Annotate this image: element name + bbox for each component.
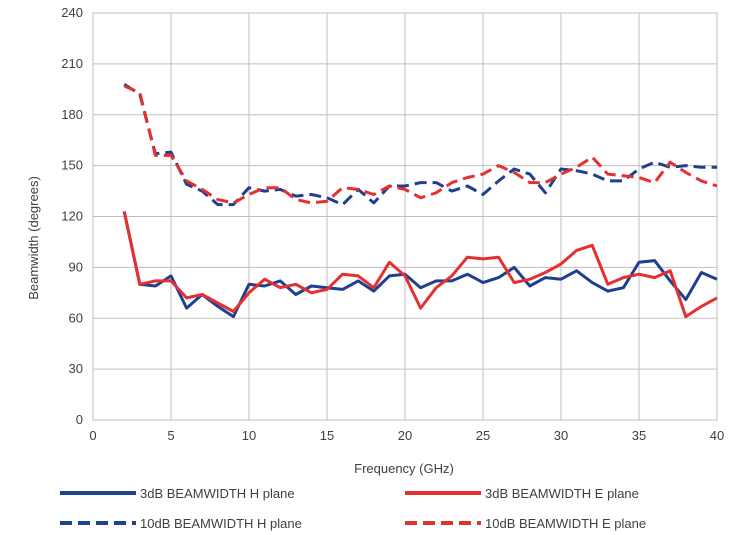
x-tick-label-4: 20 <box>398 428 412 443</box>
plot-frame <box>92 12 718 421</box>
x-tick-label-5: 25 <box>476 428 490 443</box>
y-axis-ticks: 0 30 60 90 120 150 180 210 240 <box>61 5 83 427</box>
grid-lines <box>92 12 718 421</box>
y-axis-title: Beamwidth (degrees) <box>26 176 41 300</box>
x-tick-label-3: 15 <box>320 428 334 443</box>
x-tick-label-0: 0 <box>89 428 96 443</box>
y-tick-label-4: 120 <box>61 209 83 224</box>
x-axis-ticks: 0 5 10 15 20 25 30 35 40 <box>89 428 724 443</box>
x-tick-label-6: 30 <box>554 428 568 443</box>
legend-label-0: 3dB BEAMWIDTH H plane <box>140 486 295 501</box>
legend-label-2: 10dB BEAMWIDTH H plane <box>140 516 302 531</box>
y-tick-label-1: 30 <box>69 361 83 376</box>
series-line-3 <box>123 84 718 205</box>
series-lines <box>122 82 718 319</box>
y-tick-label-5: 150 <box>61 158 83 173</box>
y-tick-label-8: 240 <box>61 5 83 20</box>
x-axis-title: Frequency (GHz) <box>354 461 454 476</box>
x-tick-label-7: 35 <box>632 428 646 443</box>
y-tick-label-7: 210 <box>61 56 83 71</box>
y-tick-label-3: 90 <box>69 259 83 274</box>
legend-label-3: 10dB BEAMWIDTH E plane <box>485 516 646 531</box>
x-tick-label-2: 10 <box>242 428 256 443</box>
legend-label-1: 3dB BEAMWIDTH E plane <box>485 486 639 501</box>
x-tick-label-1: 5 <box>167 428 174 443</box>
x-tick-label-8: 40 <box>710 428 724 443</box>
plot-area-border <box>92 12 718 421</box>
y-tick-label-0: 0 <box>76 412 83 427</box>
series-line-1 <box>122 211 718 319</box>
y-tick-label-6: 180 <box>61 107 83 122</box>
series-line-2 <box>123 82 717 207</box>
y-tick-label-2: 60 <box>69 310 83 325</box>
legend: 3dB BEAMWIDTH H plane 3dB BEAMWIDTH E pla… <box>60 486 646 531</box>
series-line-0 <box>122 211 718 319</box>
